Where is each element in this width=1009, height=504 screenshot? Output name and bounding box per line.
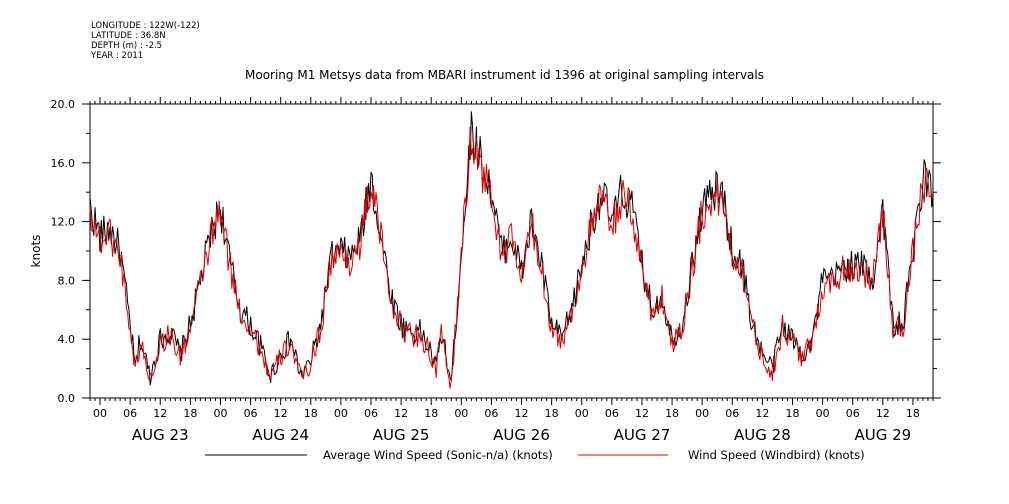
x-tick-label: 12: [755, 407, 769, 420]
day-label: AUG 28: [734, 426, 791, 444]
chart-title: Mooring M1 Metsys data from MBARI instru…: [245, 68, 764, 82]
series-line-0: [89, 111, 934, 386]
x-tick-label: 18: [183, 407, 197, 420]
legend-label-windbird: Wind Speed (Windbird) (knots): [688, 448, 865, 462]
legend: Average Wind Speed (Sonic-n/a) (knots) Wi…: [205, 448, 865, 462]
x-tick-label: 00: [816, 407, 830, 420]
x-tick-label: 12: [274, 407, 288, 420]
y-tick-label: 8.0: [58, 274, 76, 287]
x-tick-label: 18: [906, 407, 920, 420]
day-label: AUG 27: [614, 426, 671, 444]
x-tick-label: 00: [334, 407, 348, 420]
day-label: AUG 23: [132, 426, 189, 444]
series-layer: [89, 111, 934, 389]
day-label: AUG 26: [493, 426, 550, 444]
metadata-block: LONGITUDE : 122W(-122) LATITUDE : 36.8N …: [91, 21, 200, 61]
y-tick-label: 0.0: [58, 392, 76, 405]
y-tick-label: 12.0: [51, 216, 76, 229]
x-tick-label: 06: [123, 407, 137, 420]
x-tick-label: 12: [635, 407, 649, 420]
x-tick-label: 00: [454, 407, 468, 420]
day-label: AUG 25: [373, 426, 430, 444]
x-tick-label: 18: [665, 407, 679, 420]
meta-latitude: LATITUDE : 36.8N: [91, 31, 166, 41]
plot-axes: 00 06 12 18 00 06 12 18 00 06 12 18 00 06 12 18 00 06 12 18…: [29, 97, 941, 444]
x-tick-label: 06: [605, 407, 619, 420]
y-tick-label: 4.0: [58, 333, 76, 346]
day-label: AUG 29: [854, 426, 911, 444]
x-tick-label: 06: [725, 407, 739, 420]
x-tick-label: 06: [364, 407, 378, 420]
x-tick-label: 18: [786, 407, 800, 420]
legend-label-sonic: Average Wind Speed (Sonic-n/a) (knots): [323, 448, 553, 462]
y-axis-label: knots: [29, 235, 43, 268]
x-tick-label: 18: [424, 407, 438, 420]
y-tick-label: 20.0: [51, 98, 76, 111]
x-tick-label: 00: [575, 407, 589, 420]
x-tick-label: 06: [484, 407, 498, 420]
x-tick-label: 12: [876, 407, 890, 420]
x-tick-label: 12: [394, 407, 408, 420]
x-tick-label: 00: [93, 407, 107, 420]
x-tick-label: 00: [213, 407, 227, 420]
x-tick-label: 06: [846, 407, 860, 420]
x-tick-label: 12: [515, 407, 529, 420]
x-tick-label: 18: [545, 407, 559, 420]
series-line-1: [89, 126, 934, 389]
meta-year: YEAR : 2011: [91, 51, 144, 61]
x-tick-label: 12: [153, 407, 167, 420]
meta-longitude: LONGITUDE : 122W(-122): [91, 21, 200, 31]
x-tick-label: 00: [695, 407, 709, 420]
meta-depth: DEPTH (m) : -2.5: [91, 41, 163, 51]
y-tick-label: 16.0: [51, 157, 76, 170]
x-tick-label: 18: [304, 407, 318, 420]
day-label: AUG 24: [252, 426, 309, 444]
x-tick-label: 06: [244, 407, 258, 420]
